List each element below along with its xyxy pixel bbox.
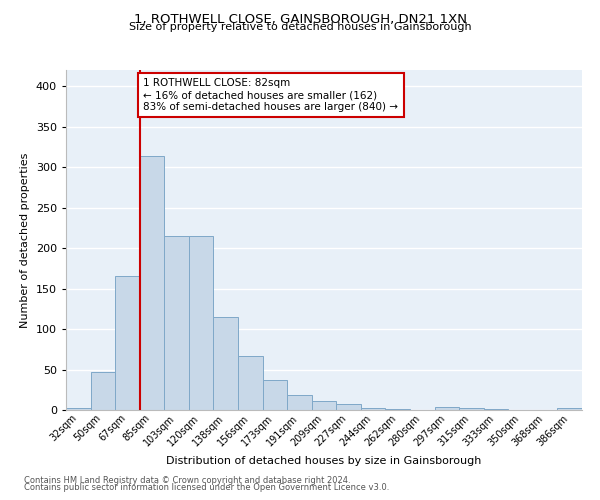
Bar [484, 409, 508, 410]
Bar [336, 404, 361, 410]
Bar [287, 396, 312, 410]
Bar [164, 236, 189, 410]
Bar [459, 408, 484, 410]
Text: Contains HM Land Registry data © Crown copyright and database right 2024.: Contains HM Land Registry data © Crown c… [24, 476, 350, 485]
Bar [140, 156, 164, 410]
Text: 1 ROTHWELL CLOSE: 82sqm
← 16% of detached houses are smaller (162)
83% of semi-d: 1 ROTHWELL CLOSE: 82sqm ← 16% of detache… [143, 78, 398, 112]
Bar [115, 276, 140, 410]
Bar [238, 356, 263, 410]
Bar [66, 408, 91, 410]
Bar [91, 372, 115, 410]
Bar [361, 408, 385, 410]
Y-axis label: Number of detached properties: Number of detached properties [20, 152, 30, 328]
Bar [557, 408, 582, 410]
Bar [214, 317, 238, 410]
Bar [312, 401, 336, 410]
Text: Contains public sector information licensed under the Open Government Licence v3: Contains public sector information licen… [24, 484, 389, 492]
X-axis label: Distribution of detached houses by size in Gainsborough: Distribution of detached houses by size … [166, 456, 482, 466]
Bar [263, 380, 287, 410]
Text: Size of property relative to detached houses in Gainsborough: Size of property relative to detached ho… [128, 22, 472, 32]
Bar [434, 407, 459, 410]
Bar [189, 236, 214, 410]
Bar [385, 409, 410, 410]
Text: 1, ROTHWELL CLOSE, GAINSBOROUGH, DN21 1XN: 1, ROTHWELL CLOSE, GAINSBOROUGH, DN21 1X… [133, 12, 467, 26]
